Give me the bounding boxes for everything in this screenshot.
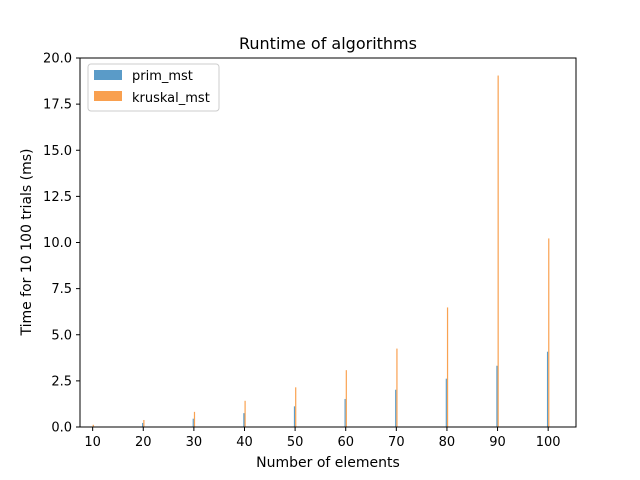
- y-tick-label: 17.5: [43, 98, 72, 113]
- bar-kruskal-mst-40: [244, 400, 246, 427]
- bar-kruskal-mst-10: [92, 424, 94, 427]
- y-tick-label: 12.5: [43, 190, 72, 205]
- legend-swatch-kruskal-mst: [94, 91, 122, 101]
- y-tick-label: 20.0: [43, 52, 72, 67]
- bar-kruskal-mst-50: [295, 387, 297, 427]
- bar-prim-mst-40: [243, 413, 245, 427]
- x-tick-label: 80: [439, 435, 456, 450]
- legend-label-kruskal-mst: kruskal_mst: [132, 91, 210, 106]
- x-tick-label: 20: [135, 435, 152, 450]
- bar-prim-mst-90: [496, 365, 498, 427]
- bar-prim-mst-50: [293, 406, 296, 427]
- x-tick-label: 90: [489, 435, 506, 450]
- y-axis-label: Time for 10 100 trials (ms): [19, 148, 35, 336]
- bar-kruskal-mst-20: [143, 419, 145, 427]
- bar-prim-mst-20: [142, 422, 144, 427]
- x-tick-label: 50: [287, 435, 304, 450]
- bar-kruskal-mst-30: [193, 411, 196, 427]
- bar-kruskal-mst-70: [396, 348, 398, 427]
- y-tick-label: 15.0: [43, 144, 72, 159]
- bars-layer: [91, 75, 550, 427]
- bar-prim-mst-70: [395, 389, 397, 427]
- y-tick-label: 10.0: [43, 236, 72, 251]
- legend-swatch-prim-mst: [94, 70, 122, 80]
- bar-prim-mst-100: [546, 351, 549, 427]
- bar-prim-mst-60: [344, 398, 346, 427]
- bar-kruskal-mst-60: [345, 370, 347, 427]
- x-tick-label: 100: [536, 435, 561, 450]
- x-tick-label: 60: [337, 435, 354, 450]
- bar-prim-mst-80: [445, 378, 447, 427]
- bar-kruskal-mst-100: [548, 238, 550, 427]
- legend: prim_mst kruskal_mst: [87, 63, 220, 112]
- x-tick-label: 70: [388, 435, 405, 450]
- bar-kruskal-mst-90: [497, 75, 499, 427]
- x-axis-label: Number of elements: [256, 455, 400, 471]
- bar-kruskal-mst-80: [446, 307, 449, 427]
- x-tick-label: 30: [186, 435, 203, 450]
- y-tick-label: 7.5: [51, 282, 72, 297]
- y-tick-label: 2.5: [51, 374, 72, 389]
- plot-frame: [79, 57, 577, 428]
- y-tick-label: 5.0: [51, 328, 72, 343]
- x-tick-label: 40: [236, 435, 253, 450]
- y-tick-label: 0.0: [51, 421, 72, 436]
- chart-title: Runtime of algorithms: [239, 34, 417, 53]
- legend-label-prim-mst: prim_mst: [132, 69, 193, 84]
- bar-prim-mst-30: [192, 418, 194, 427]
- y-axis-ticks: 0.0 2.5 5.0 7.5 10.0 12.5 15.0 17.5 20.0: [43, 52, 80, 436]
- x-axis-ticks: 10 20 30 40 50 60 70 80 90 100: [84, 427, 561, 450]
- x-tick-label: 10: [84, 435, 101, 450]
